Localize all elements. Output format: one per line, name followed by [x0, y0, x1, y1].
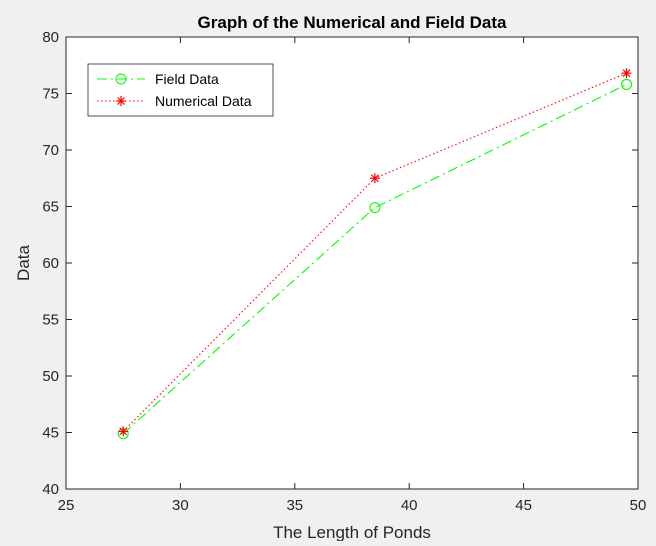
plot-frame — [65, 36, 639, 490]
data-point-numerical-data — [118, 426, 129, 437]
y-tick-label: 80 — [42, 29, 59, 46]
x-tick-label: 50 — [630, 497, 647, 514]
x-tick-label: 35 — [286, 497, 303, 514]
data-point-numerical-data — [369, 173, 380, 184]
y-tick-label: 50 — [42, 368, 59, 385]
series-line-field-data — [122, 83, 627, 435]
legend-label-numerical-data: Numerical Data — [155, 93, 252, 109]
legend: Field Data Numerical Data — [87, 63, 274, 117]
legend-marker-numerical-data — [116, 96, 126, 106]
x-tick-label: 30 — [172, 497, 189, 514]
x-tick-label: 40 — [401, 497, 418, 514]
legend-marker-field-data — [115, 73, 127, 85]
legend-entry-field-data: Field Data — [97, 71, 219, 87]
y-tick-label: 40 — [42, 481, 59, 498]
legend-entry-numerical-data: Numerical Data — [97, 93, 252, 109]
series-markers — [117, 68, 633, 440]
legend-box — [87, 63, 274, 117]
data-point-numerical-data — [621, 68, 632, 79]
data-point-field-data — [369, 202, 381, 214]
x-tick-label: 45 — [515, 497, 532, 514]
y-tick-label: 65 — [42, 199, 59, 216]
y-tick-label: 45 — [42, 425, 59, 442]
x-axis-label: The Length of Ponds — [273, 523, 431, 541]
data-point-field-data — [621, 78, 633, 91]
y-tick-label: 75 — [42, 86, 59, 103]
legend-label-field-data: Field Data — [155, 71, 219, 87]
y-tick-label: 55 — [42, 312, 59, 329]
axis-ticks: 25 30 35 40 45 50 40 45 50 55 60 65 70 75 80 — [42, 29, 646, 514]
chart-title: Graph of the Numerical and Field Data — [198, 13, 507, 32]
y-axis-label: Data — [14, 245, 33, 281]
y-tick-label: 70 — [42, 142, 59, 159]
y-tick-label: 60 — [42, 255, 59, 272]
x-tick-label: 25 — [58, 497, 75, 514]
